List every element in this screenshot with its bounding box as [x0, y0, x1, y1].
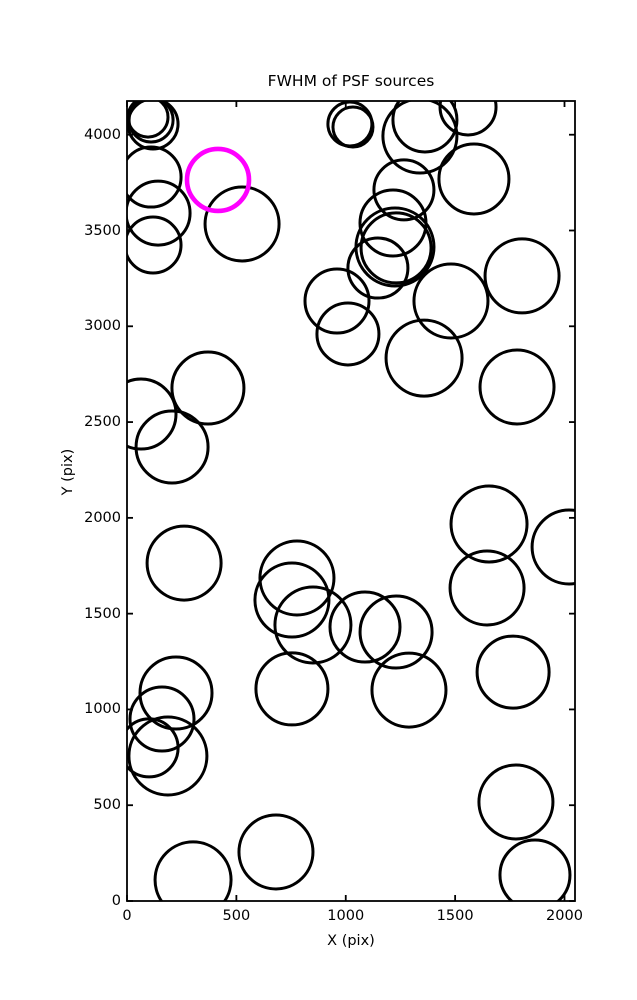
psf-source-circle	[475, 634, 551, 710]
psf-source-circle	[127, 101, 170, 139]
psf-source-circle	[359, 211, 433, 285]
psf-source-circle	[253, 561, 331, 639]
y-tick-label: 4000	[84, 126, 121, 143]
psf-source-circle	[145, 524, 223, 602]
psf-source-circle	[258, 539, 336, 617]
y-tick-label: 2500	[84, 414, 121, 431]
psf-source-circle	[127, 377, 178, 451]
psf-source-circle	[127, 717, 180, 779]
chart-title: FWHM of PSF sources	[267, 72, 435, 90]
psf-source-circle	[315, 301, 381, 367]
psf-source-circle	[498, 838, 572, 901]
y-tick-label: 500	[93, 797, 121, 814]
psf-source-circle	[127, 179, 192, 247]
psf-source-circle	[477, 763, 555, 841]
plot-border	[126, 100, 576, 902]
psf-source-circle	[530, 508, 575, 586]
psf-source-circle	[254, 651, 330, 727]
y-tick-label: 3000	[84, 318, 121, 335]
psf-source-circle	[483, 237, 561, 315]
psf-source-circle	[153, 840, 233, 901]
psf-source-circle	[437, 142, 511, 216]
psf-source-circle	[478, 348, 556, 426]
psf-source-circle	[273, 585, 353, 665]
psf-source-circle	[346, 236, 410, 300]
y-tick-label: 3500	[84, 222, 121, 239]
psf-source-circle	[358, 594, 434, 670]
psf-source-circle	[381, 101, 459, 175]
y-tick-label: 1500	[84, 605, 121, 622]
highlighted-source-circle	[184, 146, 252, 214]
psf-source-circle	[449, 484, 529, 564]
psf-source-circle	[127, 145, 183, 209]
psf-source-circle	[438, 101, 498, 137]
psf-source-circle	[138, 655, 214, 731]
psf-source-circle	[170, 350, 246, 426]
x-tick-label: 1000	[327, 908, 365, 924]
x-tick-label: 2000	[546, 908, 583, 924]
psf-source-circle	[303, 267, 371, 335]
y-tick-label: 2000	[84, 509, 121, 526]
psf-source-circle	[391, 101, 459, 154]
x-tick-label: 500	[222, 908, 251, 924]
psf-source-circle	[128, 685, 196, 753]
psf-source-circle	[331, 105, 375, 149]
psf-source-circle	[372, 158, 436, 222]
psf-source-circle	[370, 651, 448, 729]
psf-source-circle	[203, 185, 281, 263]
psf-source-circle	[412, 262, 490, 340]
psf-source-circle	[127, 715, 209, 797]
psf-source-circle	[237, 813, 315, 891]
y-tick-label: 0	[111, 893, 121, 909]
psf-source-circle	[448, 549, 526, 627]
psf-sources-group	[127, 101, 575, 901]
psf-source-circle	[384, 318, 464, 398]
x-tick-label: 1500	[436, 908, 474, 924]
y-tick-label: 1000	[84, 701, 121, 718]
psf-source-circle	[127, 215, 183, 275]
x-axis-label: X (pix)	[327, 933, 375, 949]
psf-source-circle	[328, 590, 402, 664]
psf-source-circle	[134, 409, 210, 485]
x-tick-label: 0	[122, 908, 132, 924]
y-axis-label: Y (pix)	[60, 448, 76, 496]
